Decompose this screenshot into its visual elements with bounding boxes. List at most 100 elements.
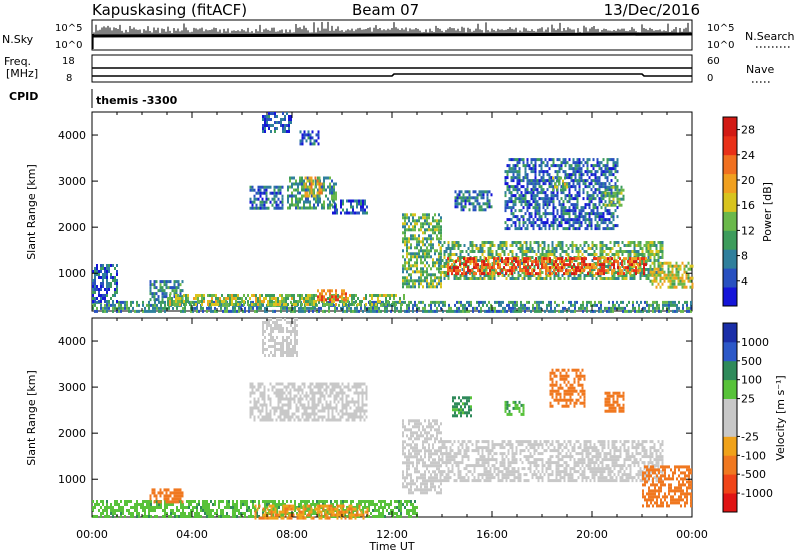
echo-cell [553,253,556,256]
echo-cell [184,512,186,515]
echo-cell [438,282,440,286]
echo-cell [601,241,604,244]
echo-cell [547,269,549,273]
echo-cell [172,503,174,506]
echo-cell [676,303,678,307]
echo-cell [603,256,606,259]
echo-cell [577,274,580,277]
echo-cell [277,188,280,192]
echo-cell [608,221,611,225]
echo-cell [250,300,252,304]
echo-cell [317,136,320,140]
echo-cell [445,262,448,265]
echo-cell [197,294,199,297]
echo-cell [585,257,587,261]
echo-cell [301,206,303,210]
echo-cell [610,173,613,177]
echo-cell [517,277,520,280]
echo-cell [610,309,612,313]
echo-cell [586,173,589,177]
echo-cell [456,202,459,206]
echo-cell [267,185,270,189]
echo-cell [290,300,292,304]
echo-cell [537,274,540,277]
echo-cell [408,273,410,277]
echo-cell [510,194,513,198]
echo-cell [651,268,654,271]
echo-cell [576,203,579,207]
echo-cell [478,190,481,194]
echo-cell [379,294,381,297]
echo-cell [118,303,120,307]
echo-cell [569,271,572,274]
echo-cell [239,303,241,306]
echo-cell [261,300,263,303]
echo-cell [686,303,688,307]
echo-cell [102,512,104,515]
echo-cell [547,244,550,247]
echo-cell [305,197,307,201]
echo-cell [655,274,658,277]
echo-cell [438,267,440,271]
echo-cell [575,272,577,276]
echo-cell [641,271,644,274]
station-title: Kapuskasing (fitACF) [92,1,247,19]
echo-cell [516,191,519,195]
echo-cell [513,266,515,270]
echo-cell [667,285,670,289]
echo-cell [523,277,526,280]
echo-cell [541,241,544,244]
echo-cell [291,294,293,297]
echo-cell [362,205,364,209]
echo-cell [287,197,289,201]
echo-cell [661,262,664,265]
echo-cell [299,197,301,201]
echo-cell [584,182,587,186]
echo-cell [312,191,315,195]
echo-cell [377,294,379,297]
echo-cell [554,215,557,219]
echo-cell [440,219,442,223]
echo-cell [126,509,128,512]
echo-cell [102,297,104,300]
echo-cell [432,237,434,241]
echo-cell [596,179,599,183]
echo-cell [491,262,494,265]
echo-cell [600,221,603,225]
echo-cell [509,244,512,247]
echo-cell [299,130,302,134]
echo-cell [408,246,410,250]
echo-cell [229,303,231,306]
echo-cell [235,294,237,297]
echo-cell [304,191,307,195]
echo-cell [501,250,504,253]
echo-cell [505,263,507,267]
echo-cell [434,276,436,280]
echo-cell [166,503,168,506]
echo-cell [510,206,513,210]
echo-cell [297,200,299,204]
echo-cell [623,250,626,253]
echo-cell [243,303,245,306]
echo-cell [540,161,543,165]
echo-cell [540,179,543,183]
echo-cell [518,182,521,186]
echo-cell [513,263,515,267]
echo-cell [659,273,662,277]
echo-cell [106,509,108,512]
echo-cell [94,515,96,518]
echo-cell [605,260,607,264]
echo-cell [255,294,257,297]
echo-cell [106,273,108,276]
echo-cell [160,306,162,310]
echo-cell [566,212,569,216]
echo-cell [691,285,694,289]
echo-cell [491,253,494,256]
echo-cell [534,167,537,171]
echo-cell [565,253,568,256]
echo-cell [434,264,436,268]
echo-cell [100,282,102,285]
echo-cell [120,515,122,518]
echo-cell [481,269,483,273]
echo-cell [259,188,262,192]
